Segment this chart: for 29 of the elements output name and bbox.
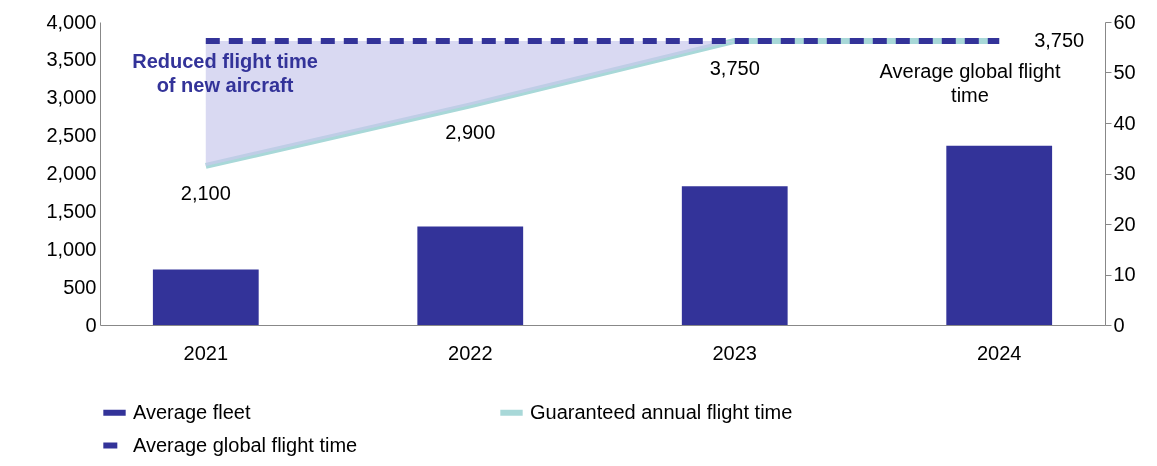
y-tick-label: 1,500	[46, 199, 97, 222]
x-tick-label: 2023	[712, 341, 757, 364]
legend-label: Average fleet	[133, 400, 251, 423]
y-tick-label: 500	[63, 275, 97, 298]
data-label: 2,100	[180, 181, 231, 204]
annotation: Reduced flight time of new aircraft	[132, 50, 318, 96]
y-tick-label: 3,000	[46, 86, 97, 109]
legend-label: Average global flight time	[133, 433, 358, 456]
annotation: Average global flight time	[879, 60, 1061, 106]
y-tick-label: 0	[85, 313, 97, 336]
data-label: 2,900	[445, 121, 496, 144]
x-tick-label: 2024	[976, 341, 1022, 364]
y-tick-label: 2,500	[46, 124, 97, 147]
y2-tick-label: 30	[1113, 162, 1136, 184]
y2-tick-label: 20	[1113, 212, 1136, 235]
x-tick-label: 2022	[448, 341, 493, 364]
y2-tick-label: 40	[1113, 111, 1136, 134]
y-tick-label: 3,500	[46, 48, 97, 71]
data-label: 3,750	[709, 56, 760, 79]
y2-tick-label: 60	[1113, 10, 1136, 33]
y2-tick-label: 10	[1113, 263, 1136, 285]
x-tick-label: 2021	[183, 341, 229, 364]
y2-tick-label: 50	[1113, 61, 1136, 83]
y-tick-label: 2,000	[46, 162, 97, 184]
legend-label: Guaranteed annual flight time	[530, 400, 793, 423]
y-tick-label: 1,000	[46, 237, 97, 260]
y2-tick-label: 0	[1113, 313, 1125, 336]
data-label: 3,750	[1034, 28, 1085, 51]
y-tick-label: 4,000	[46, 10, 97, 33]
